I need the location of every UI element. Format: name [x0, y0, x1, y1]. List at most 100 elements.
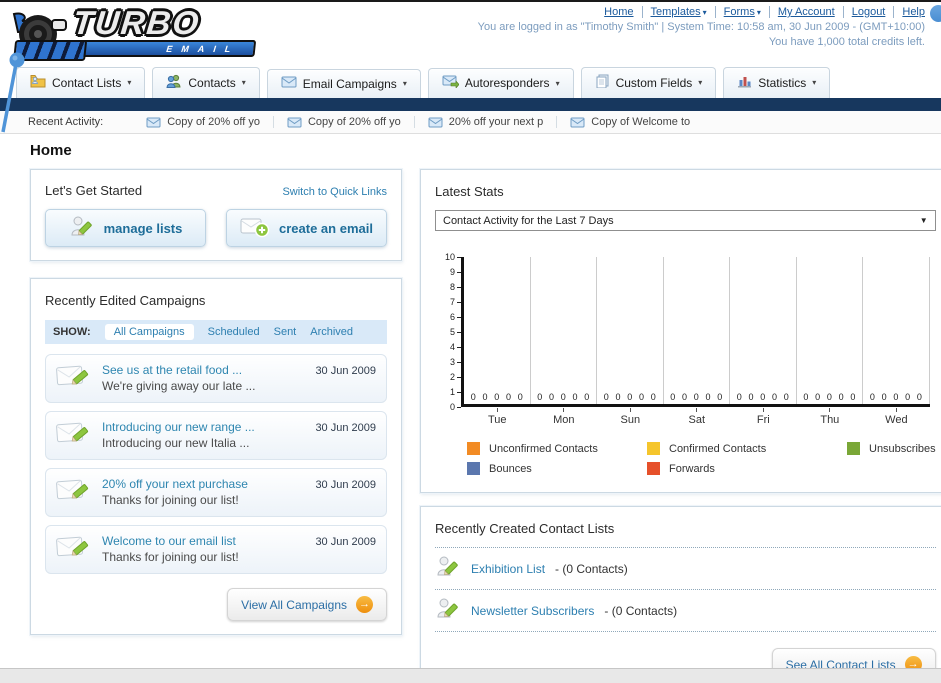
switch-to-quick-links[interactable]: Switch to Quick Links — [282, 186, 387, 198]
chart-ytick-label: 1 — [450, 387, 461, 397]
recent-activity-bar: Recent Activity: Copy of 20% off yo Copy… — [0, 111, 941, 134]
person-pencil-icon — [435, 596, 461, 625]
nav-link-my-account[interactable]: My Account — [770, 6, 844, 18]
recent-activity-item[interactable]: 20% off your next p — [415, 116, 558, 128]
chevron-down-icon: ▾ — [241, 78, 246, 87]
view-all-campaigns-button[interactable]: View All Campaigns → — [227, 588, 387, 621]
tab-autoresponders[interactable]: Autoresponders ▾ — [427, 68, 574, 98]
chevron-down-icon: ▾ — [756, 8, 761, 17]
campaign-title-link[interactable]: 20% off your next purchase — [102, 477, 248, 491]
recent-activity-label: Recent Activity: — [28, 116, 104, 128]
stats-period-dropdown[interactable]: Contact Activity for the Last 7 Days ▼ — [435, 210, 936, 231]
tab-contact-lists[interactable]: Contact Lists ▾ — [16, 67, 146, 98]
chart-value-label: 0 — [584, 392, 590, 402]
contact-list-link[interactable]: Newsletter Subscribers — [471, 603, 595, 618]
filter-archived[interactable]: Archived — [310, 326, 354, 338]
campaign-row[interactable]: Introducing our new range ... Introducin… — [45, 411, 387, 460]
chart-ytick-label: 10 — [445, 252, 461, 262]
chart-value-label: 0 — [905, 392, 911, 402]
envelope-icon — [428, 117, 443, 127]
contact-list-folder-icon — [30, 74, 46, 91]
campaign-date: 30 Jun 2009 — [315, 365, 376, 377]
chart-value-label: 0 — [572, 392, 578, 402]
campaign-title-link[interactable]: Welcome to our email list — [102, 534, 236, 548]
chevron-down-icon: ▾ — [402, 79, 407, 88]
chart-value-label: 0 — [693, 392, 699, 402]
chart-ytick-label: 0 — [450, 402, 461, 412]
filter-sent[interactable]: Sent — [273, 326, 297, 338]
campaign-title-link[interactable]: Introducing our new range ... — [102, 420, 255, 434]
header-right: Home Templates ▾ Forms ▾ My Account Logout… — [478, 6, 925, 48]
legend-label: Unsubscribes — [869, 442, 936, 455]
page-title: Home — [30, 142, 72, 159]
contact-list-row[interactable]: Newsletter Subscribers - (0 Contacts) — [435, 589, 936, 632]
tab-statistics[interactable]: Statistics ▾ — [723, 67, 831, 98]
recent-activity-item[interactable]: Copy of 20% off yo — [274, 116, 415, 128]
campaign-row[interactable]: Welcome to our email list Thanks for joi… — [45, 525, 387, 574]
chevron-down-icon: ▾ — [812, 78, 817, 87]
person-pencil-icon — [69, 214, 95, 243]
envelope-pencil-icon — [56, 362, 92, 395]
envelope-pencil-icon — [56, 419, 92, 452]
campaign-title-link[interactable]: See us at the retail food ... — [102, 363, 243, 377]
legend-item: Confirmed Contacts — [647, 442, 847, 455]
recent-activity-item[interactable]: Copy of 20% off yo — [133, 116, 274, 128]
contact-list-row[interactable]: Exhibition List - (0 Contacts) — [435, 547, 936, 589]
tab-custom-fields[interactable]: Custom Fields ▾ — [580, 67, 717, 98]
chart-value-label: 0 — [826, 392, 832, 402]
chart-legend: Unconfirmed Contacts Confirmed Contacts Un… — [467, 442, 936, 475]
campaign-row[interactable]: 20% off your next purchase Thanks for jo… — [45, 468, 387, 517]
campaign-date: 30 Jun 2009 — [315, 536, 376, 548]
chart-value-label: 0 — [517, 392, 523, 402]
left-column: Let's Get Started Switch to Quick Links — [30, 169, 402, 635]
chart-ytick-label: 8 — [450, 282, 461, 292]
latest-stats-panel: Latest Stats Contact Activity for the La… — [420, 169, 941, 493]
chart-xtick-label: Thu — [797, 408, 864, 426]
contact-list-link[interactable]: Exhibition List — [471, 561, 546, 576]
chart-value-label: 0 — [850, 392, 856, 402]
chart-value-label: 0 — [717, 392, 723, 402]
nav-link-logout[interactable]: Logout — [844, 6, 895, 18]
chevron-down-icon: ▾ — [555, 78, 560, 88]
nav-link-forms[interactable]: Forms ▾ — [716, 6, 770, 18]
chevron-down-icon: ▾ — [698, 78, 703, 87]
chart-value-label: 0 — [482, 392, 488, 402]
chart-value-label: 0 — [670, 392, 676, 402]
chart-value-label: 0 — [549, 392, 555, 402]
tab-email-campaigns[interactable]: Email Campaigns ▾ — [266, 69, 421, 98]
chart-value-label: 0 — [881, 392, 887, 402]
envelope-icon — [281, 76, 297, 91]
nav-link-templates[interactable]: Templates ▾ — [643, 6, 716, 18]
legend-item: Unsubscribes — [847, 442, 936, 455]
chart-value-label: 0 — [869, 392, 875, 402]
legend-label: Bounces — [489, 462, 532, 475]
chart-xtick-label: Mon — [531, 408, 598, 426]
nav-link-home[interactable]: Home — [596, 6, 643, 18]
main-nav-tabs: Contact Lists ▾ Contacts ▾ — [16, 67, 831, 98]
chart-value-label: 0 — [748, 392, 754, 402]
campaign-subtitle: Thanks for joining our list! — [102, 550, 239, 564]
chart-ytick-label: 7 — [450, 297, 461, 307]
legend-swatch — [847, 442, 860, 455]
nav-link-help[interactable]: Help — [902, 6, 925, 18]
chart-value-label: 0 — [838, 392, 844, 402]
recent-activity-item[interactable]: Copy of Welcome to — [557, 116, 703, 128]
create-an-email-button[interactable]: create an email — [226, 209, 387, 247]
contact-list-items: Exhibition List - (0 Contacts) — [435, 547, 936, 632]
legend-swatch — [647, 462, 660, 475]
filter-all-campaigns[interactable]: All Campaigns — [104, 324, 194, 340]
campaign-date: 30 Jun 2009 — [315, 422, 376, 434]
legend-label: Forwards — [669, 462, 715, 475]
tab-contacts[interactable]: Contacts ▾ — [152, 67, 260, 98]
campaign-list: See us at the retail food ... We're givi… — [45, 354, 387, 574]
filter-scheduled[interactable]: Scheduled — [207, 326, 260, 338]
campaign-row[interactable]: See us at the retail food ... We're givi… — [45, 354, 387, 403]
envelope-icon — [287, 117, 302, 127]
logo-title: TURBO — [71, 4, 203, 41]
chart-value-label: 0 — [893, 392, 899, 402]
manage-lists-button[interactable]: manage lists — [45, 209, 206, 247]
campaign-date: 30 Jun 2009 — [315, 479, 376, 491]
